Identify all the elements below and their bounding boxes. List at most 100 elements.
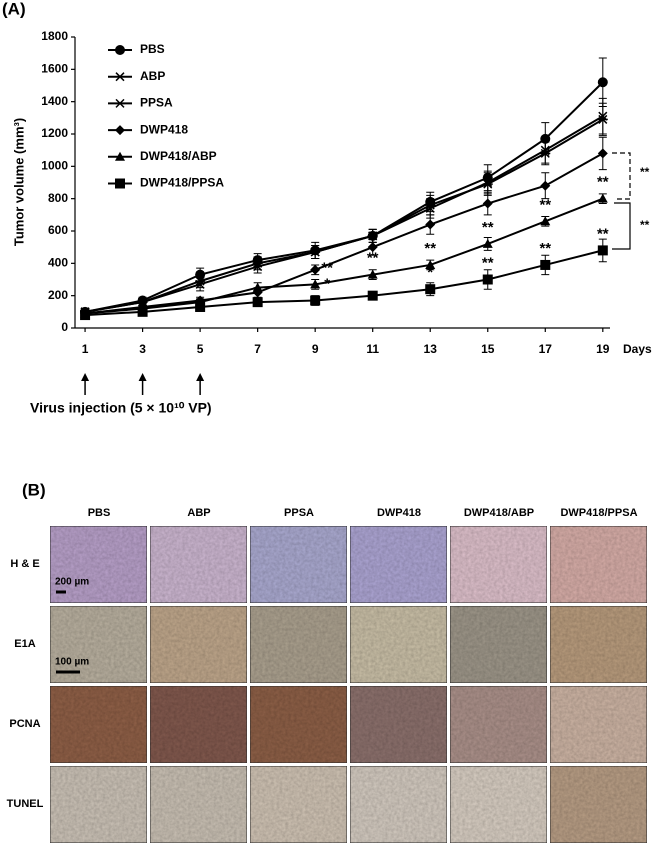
micrograph [549, 605, 648, 684]
dot [252, 297, 263, 308]
marker-triangle [252, 282, 263, 292]
column-header: DWP418 [377, 507, 421, 519]
series-line [84, 197, 604, 315]
marker-square [252, 297, 263, 308]
micrograph [249, 525, 348, 604]
marker-square [137, 306, 148, 317]
dot [115, 45, 125, 55]
column-header: DWP418/ABP [464, 507, 534, 519]
bracket-line [612, 152, 631, 200]
dot [482, 198, 493, 209]
dot [597, 245, 608, 256]
significance: ** [367, 250, 379, 267]
x-tick-label: 5 [197, 342, 204, 356]
micrograph [349, 685, 448, 764]
series-line [84, 115, 604, 313]
marker-triangle [310, 279, 321, 289]
dot [115, 151, 125, 161]
injection-arrow [138, 373, 147, 395]
scale-label: 200 µm [55, 577, 89, 588]
row-label: E1A [14, 638, 35, 650]
dot [80, 310, 91, 321]
dot [115, 125, 125, 136]
legend-label: DWP418 [140, 122, 188, 136]
micrograph [549, 765, 648, 844]
marker-square [597, 245, 608, 256]
marker-asterisk [310, 247, 321, 257]
marker-square [310, 295, 321, 306]
significance: ** [482, 219, 494, 236]
x-tick-label: 13 [424, 342, 438, 356]
micrograph [549, 525, 648, 604]
injection-arrow [196, 373, 205, 395]
marker-triangle [425, 259, 436, 269]
dot [252, 282, 263, 292]
marker-square [540, 259, 551, 270]
marker-square [425, 284, 436, 295]
row-label: PCNA [9, 718, 40, 730]
x-tick-label: 19 [596, 342, 610, 356]
significance: ** [424, 240, 436, 257]
micrograph [49, 685, 148, 764]
dot [195, 301, 206, 312]
series-line [84, 118, 604, 313]
y-axis-label: Tumor volume (mm³) [11, 118, 26, 246]
dot [310, 295, 321, 306]
marker-asterisk [482, 179, 493, 189]
dot [425, 284, 436, 295]
marker-triangle [540, 216, 551, 226]
legend-label: PPSA [140, 96, 173, 110]
y-tick-label: 1600 [41, 62, 68, 76]
marker-diamond [425, 219, 436, 230]
dot [482, 238, 493, 248]
significance: ** [482, 254, 494, 271]
dot [597, 148, 608, 159]
dot [540, 216, 551, 226]
marker-square [367, 290, 378, 301]
dot [310, 279, 321, 289]
series-line [84, 81, 604, 313]
micrograph [149, 525, 248, 604]
marker-triangle [367, 269, 378, 279]
dot [425, 259, 436, 269]
panel-label: (A) [2, 0, 26, 18]
micrograph [249, 605, 348, 684]
dot [540, 259, 551, 270]
scale-label: 100 µm [55, 657, 89, 668]
arrow-head [81, 373, 90, 381]
micrograph [549, 685, 648, 764]
dot [482, 274, 493, 285]
row-label: H & E [10, 558, 39, 570]
bracket-0: ** [612, 152, 650, 200]
injection-arrow [81, 373, 90, 395]
histology-grid: PBS ABP PPSA DWP418 DWP418/ABP DWP418/PPSA H &… [7, 507, 648, 844]
bracket-label: ** [640, 218, 650, 232]
y-tick-label: 1800 [41, 29, 68, 43]
marker-square [115, 178, 125, 189]
panel-label: (B) [22, 480, 46, 499]
x-tick-label: 15 [481, 342, 495, 356]
micrograph [249, 685, 348, 764]
marker-asterisk [540, 148, 551, 158]
column-header: ABP [187, 507, 210, 519]
significance: * [324, 275, 330, 292]
y-tick-label: 0 [61, 320, 68, 334]
micrograph [349, 525, 448, 604]
y-tick-label: 600 [48, 223, 68, 237]
significance: ** [539, 240, 551, 257]
marker-asterisk [252, 258, 263, 268]
dot [540, 180, 551, 191]
y-tick-label: 1400 [41, 94, 68, 108]
x-tick-label: 7 [254, 342, 261, 356]
row-label: TUNEL [7, 798, 44, 810]
legend-label: ABP [140, 69, 165, 83]
dot [425, 219, 436, 230]
micrograph [49, 605, 148, 684]
arrow-head [196, 373, 205, 381]
x-tick-label: 9 [312, 342, 319, 356]
marker-diamond [540, 180, 551, 191]
legend-label: DWP418/ABP [140, 149, 217, 163]
y-tick-label: 1200 [41, 126, 68, 140]
dot [367, 290, 378, 301]
legend-label: DWP418/PPSA [140, 176, 224, 190]
